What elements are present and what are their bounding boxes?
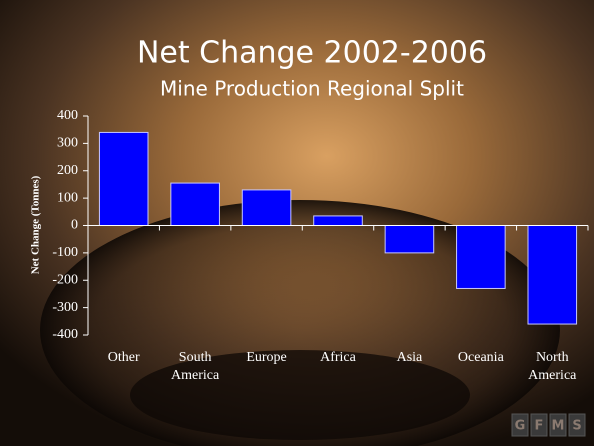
y-tick-label: -200 bbox=[52, 272, 78, 287]
x-tick-label: Oceania bbox=[458, 350, 505, 365]
y-tick-label: -400 bbox=[52, 327, 78, 342]
x-tick-label: Other bbox=[108, 350, 140, 365]
background-shadow bbox=[130, 350, 470, 440]
x-tick-label: Europe bbox=[246, 350, 286, 365]
y-tick-label: 300 bbox=[57, 136, 78, 151]
x-tick-label: Africa bbox=[320, 350, 357, 365]
logo-letter: M bbox=[552, 419, 565, 434]
logo-letter: S bbox=[572, 419, 581, 434]
y-tick-label: -300 bbox=[52, 300, 78, 315]
logo-box bbox=[530, 413, 548, 437]
y-axis-label: Net Change (Tonnes) bbox=[30, 175, 42, 274]
bar bbox=[241, 189, 292, 227]
chart-title: Net Change 2002-2006 bbox=[137, 36, 487, 71]
logo-letter: G bbox=[515, 419, 526, 434]
y-tick-label: 0 bbox=[71, 218, 78, 233]
bar bbox=[456, 225, 506, 289]
logo-box bbox=[568, 413, 586, 437]
y-tick-label: -100 bbox=[52, 245, 78, 260]
chart-subtitle: Mine Production Regional Split bbox=[160, 77, 464, 101]
bar bbox=[98, 131, 149, 226]
bar bbox=[527, 225, 578, 325]
x-tick-label: Asia bbox=[397, 350, 423, 365]
y-tick-label: 400 bbox=[57, 108, 78, 123]
logo-box bbox=[511, 413, 529, 437]
logo-letter: F bbox=[535, 419, 544, 434]
x-tick-label: South America bbox=[171, 350, 220, 383]
logo-box bbox=[549, 413, 567, 437]
bar bbox=[313, 215, 363, 226]
bar bbox=[170, 182, 220, 227]
bar bbox=[384, 225, 435, 254]
y-tick-label: 200 bbox=[57, 163, 78, 178]
y-tick-label: 100 bbox=[57, 190, 78, 205]
x-tick-label: North America bbox=[528, 350, 577, 383]
